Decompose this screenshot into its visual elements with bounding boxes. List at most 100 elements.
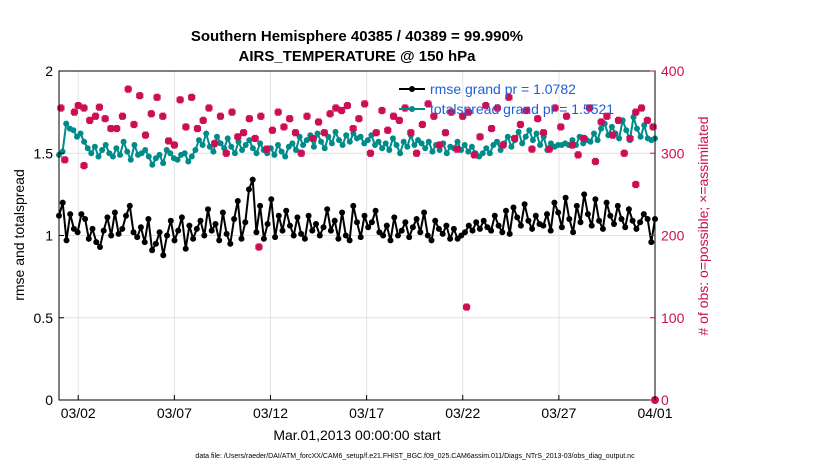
series-0-point	[145, 216, 152, 222]
series-0-point	[424, 232, 431, 239]
obs-possible-point	[170, 141, 178, 149]
obs-possible-point	[257, 112, 265, 120]
series-1-point	[156, 151, 163, 158]
y-left-tick-label: 2	[45, 63, 53, 79]
series-1-point	[425, 138, 432, 145]
series-1-point	[109, 153, 116, 160]
series-0-point	[346, 237, 353, 244]
obs-possible-point	[384, 126, 392, 134]
series-0-point	[160, 252, 167, 259]
series-1-point	[242, 142, 249, 148]
series-0-point	[74, 229, 81, 236]
obs-possible-point	[245, 115, 253, 123]
y-right-tick-label: 0	[661, 392, 669, 408]
obs-possible-point	[107, 124, 115, 133]
obs-possible-point	[389, 112, 398, 120]
series-1-point	[321, 145, 328, 152]
series-1-point	[389, 135, 396, 142]
series-0-point	[197, 217, 204, 224]
series-1-point	[328, 140, 335, 147]
series-0-point	[182, 245, 189, 252]
obs-possible-point	[309, 134, 317, 143]
series-1-point	[167, 150, 174, 157]
obs-possible-point	[80, 161, 88, 170]
series-1-point	[84, 145, 91, 152]
series-1-point	[70, 127, 77, 134]
series-0-point	[584, 211, 591, 218]
obs-possible-point	[118, 112, 127, 120]
series-1-point	[379, 145, 386, 152]
series-1-point	[504, 133, 511, 140]
series-0-point	[637, 219, 644, 226]
obs-possible-point	[222, 149, 230, 157]
y-left-tick-label: 0	[45, 392, 53, 408]
obs-possible-point	[597, 118, 605, 126]
obs-possible-point	[545, 145, 553, 153]
series-1-point	[594, 137, 601, 144]
obs-possible-point	[366, 149, 375, 157]
series-1-point	[149, 161, 156, 168]
series-0-point	[398, 227, 405, 234]
series-1-point	[461, 142, 468, 148]
x-tick-label: 03/22	[445, 405, 480, 421]
series-1-point	[214, 133, 220, 140]
series-1-point	[253, 150, 260, 157]
series-1-point	[228, 143, 235, 150]
series-0-point	[387, 237, 394, 244]
obs-possible-point	[70, 108, 78, 116]
series-1-point	[468, 143, 475, 150]
series-0-point	[171, 237, 178, 244]
series-1-point	[217, 140, 224, 147]
obs-possible-point	[176, 96, 184, 104]
series-0-point	[104, 214, 111, 221]
series-0-point	[290, 232, 297, 239]
obs-possible-point	[159, 112, 167, 120]
series-0-point	[164, 232, 170, 239]
series-1-point	[465, 148, 472, 155]
series-1-point	[522, 133, 529, 140]
obs-possible-point	[522, 106, 530, 115]
obs-possible-point	[147, 110, 155, 118]
y-axis-left-label: rmse and totalspread	[11, 169, 27, 301]
obs-possible-point	[453, 145, 461, 153]
series-0-point	[257, 202, 264, 209]
series-0-point	[305, 212, 312, 219]
series-0-point	[216, 237, 223, 244]
series-0-point	[573, 202, 580, 209]
obs-possible-point	[91, 112, 100, 120]
series-0-point	[186, 222, 193, 229]
series-0-point	[547, 227, 554, 234]
series-0-point	[532, 212, 539, 219]
obs-possible-point	[378, 106, 386, 115]
obs-possible-point	[239, 129, 248, 137]
series-0-point	[287, 222, 293, 229]
series-0-point	[313, 221, 319, 227]
series-0-point	[581, 191, 588, 198]
series-0-point	[272, 234, 279, 241]
series-0-point	[316, 232, 323, 239]
series-1-point	[289, 140, 296, 147]
obs-possible-point	[603, 112, 611, 120]
series-1-point	[637, 133, 644, 140]
tick-layer: 03/02 03/07 03/12 03/17 03/22 03/27 04/0100.51…	[34, 63, 685, 421]
series-0-point	[253, 229, 260, 236]
series-0-point	[78, 211, 85, 218]
obs-possible-point	[291, 129, 300, 137]
series-1-point	[386, 147, 393, 153]
x-tick-label: 03/02	[61, 405, 96, 421]
legend-entry-1: totalspread grand pr = 1.5521	[430, 101, 614, 117]
series-1-point	[454, 138, 461, 145]
series-1-point	[537, 142, 544, 148]
obs-possible-point	[95, 103, 103, 111]
series-1-point	[479, 150, 486, 157]
legend-entry-0: rmse grand pr = 1.0782	[430, 81, 576, 97]
series-0-point	[540, 222, 547, 229]
series-0-point	[439, 230, 446, 237]
series-1-point	[314, 130, 321, 137]
series-0-point	[599, 225, 606, 232]
series-1-point	[404, 143, 411, 150]
series-1-point	[210, 148, 217, 155]
chart-subtitle: AIRS_TEMPERATURE @ 150 hPa	[239, 48, 477, 65]
obs-possible-point	[528, 145, 536, 153]
series-1-point	[257, 140, 264, 147]
